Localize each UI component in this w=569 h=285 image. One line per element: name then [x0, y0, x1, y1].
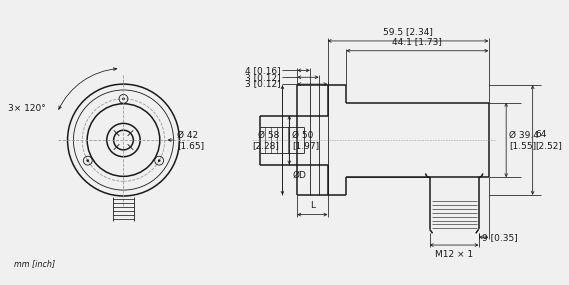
- Circle shape: [158, 160, 160, 162]
- Text: Ø 50
[1.97]: Ø 50 [1.97]: [292, 130, 319, 150]
- Text: 4 [0.16]: 4 [0.16]: [245, 66, 281, 75]
- Text: Ø 42
[1.65]: Ø 42 [1.65]: [178, 130, 205, 150]
- Circle shape: [86, 160, 89, 162]
- Text: ØD: ØD: [292, 170, 306, 180]
- Text: Ø 58
[2.28]: Ø 58 [2.28]: [253, 130, 279, 150]
- Text: mm [inch]: mm [inch]: [14, 260, 55, 268]
- Text: 59.5 [2.34]: 59.5 [2.34]: [383, 27, 433, 36]
- Text: 3 [0.12]: 3 [0.12]: [245, 80, 281, 89]
- Text: Ø 39.4
[1.55]: Ø 39.4 [1.55]: [509, 130, 539, 150]
- Text: 3 [0.12]: 3 [0.12]: [245, 73, 281, 82]
- Text: 9 [0.35]: 9 [0.35]: [481, 233, 517, 242]
- Text: L: L: [310, 201, 315, 210]
- Text: 3× 120°: 3× 120°: [8, 104, 46, 113]
- Text: 44.1 [1.73]: 44.1 [1.73]: [393, 37, 442, 46]
- Text: 64
[2.52]: 64 [2.52]: [535, 130, 563, 150]
- Circle shape: [122, 98, 125, 100]
- Text: M12 × 1: M12 × 1: [435, 250, 473, 259]
